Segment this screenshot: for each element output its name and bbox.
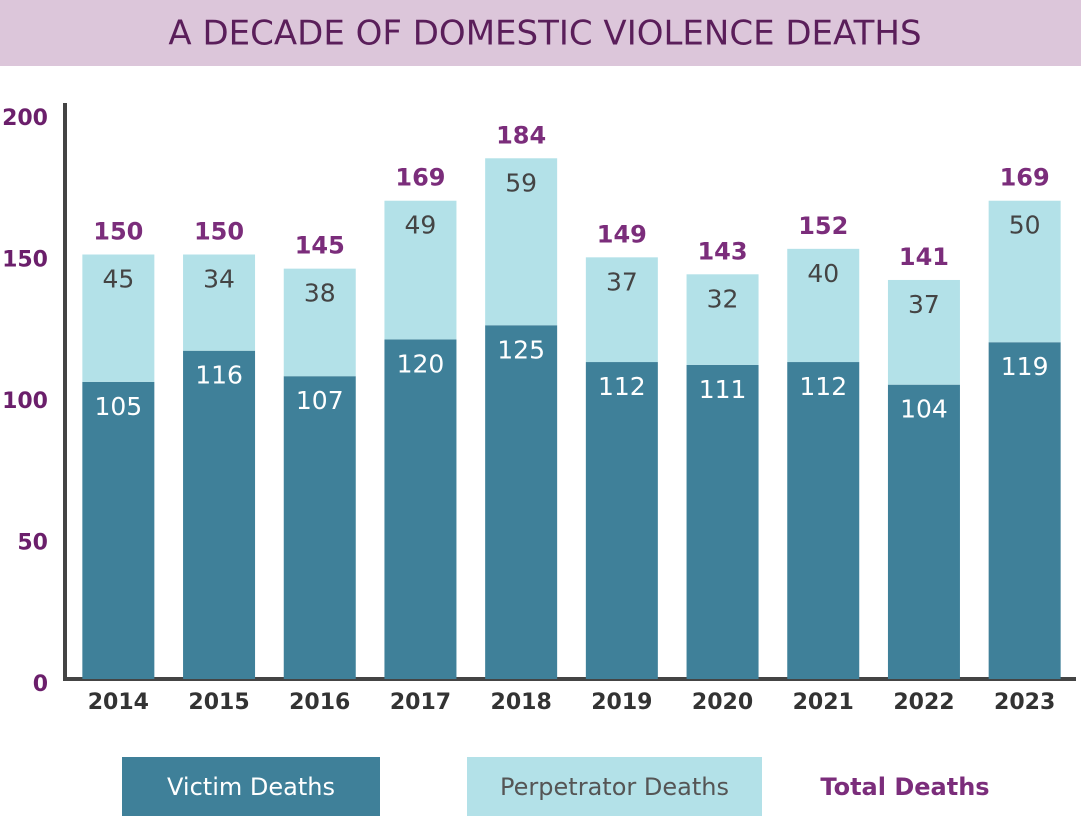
x-tick-label: 2023	[994, 690, 1055, 715]
total-label: 143	[697, 237, 747, 265]
x-tick-label: 2022	[893, 690, 954, 715]
y-tick-label: 100	[2, 389, 48, 414]
bar-segment	[384, 339, 457, 679]
value-label: 38	[304, 279, 336, 308]
bar-segment	[686, 364, 759, 679]
x-tick-label: 2014	[88, 690, 149, 715]
total-label: 169	[1000, 164, 1050, 192]
bar-segment	[887, 279, 960, 385]
total-label: 145	[295, 232, 345, 260]
value-label: 32	[707, 284, 739, 313]
bar-segment	[82, 381, 155, 679]
value-label: 112	[598, 372, 646, 401]
bar-segment	[988, 200, 1061, 343]
total-label: 152	[798, 212, 848, 240]
bar-segment	[887, 384, 960, 679]
total-label: 184	[496, 121, 546, 149]
value-label: 50	[1009, 211, 1041, 240]
x-tick-label: 2015	[188, 690, 249, 715]
total-label: 149	[597, 220, 647, 248]
value-label: 111	[699, 375, 747, 404]
bar-segment	[585, 362, 658, 679]
bar-segment	[82, 254, 155, 382]
y-tick-label: 150	[2, 248, 48, 273]
legend-label: Perpetrator Deaths	[500, 773, 729, 801]
bar-segment	[485, 325, 558, 679]
bar-segment	[787, 248, 860, 363]
legend-label: Total Deaths	[820, 773, 989, 801]
bar-segment	[183, 350, 256, 679]
x-tick-label: 2021	[793, 690, 854, 715]
bar-segment	[686, 274, 759, 365]
y-tick-label: 50	[17, 531, 48, 556]
value-label: 107	[296, 386, 344, 415]
bar-segment	[485, 158, 558, 326]
value-label: 34	[203, 265, 235, 294]
y-tick-label: 200	[2, 106, 48, 131]
value-label: 59	[505, 168, 537, 197]
value-label: 37	[606, 267, 638, 296]
value-label: 119	[1001, 352, 1049, 381]
legend-swatch	[467, 757, 762, 816]
x-tick-label: 2016	[289, 690, 350, 715]
chart-title: A DECADE OF DOMESTIC VIOLENCE DEATHS	[168, 14, 921, 54]
value-label: 49	[405, 211, 437, 240]
value-label: 104	[900, 395, 948, 424]
bar-segment	[183, 254, 256, 351]
bar-segment	[988, 342, 1061, 679]
bar-segment	[585, 257, 658, 363]
title-band	[0, 0, 1081, 66]
x-tick-label: 2018	[491, 690, 552, 715]
total-label: 141	[899, 243, 949, 271]
value-label: 45	[102, 265, 134, 294]
total-label: 150	[93, 218, 143, 246]
total-label: 169	[395, 164, 445, 192]
x-tick-label: 2019	[591, 690, 652, 715]
value-label: 120	[397, 349, 445, 378]
value-label: 125	[497, 335, 545, 364]
x-tick-label: 2017	[390, 690, 451, 715]
value-label: 105	[94, 392, 142, 421]
bar-segment	[787, 362, 860, 679]
bar-segment	[283, 268, 356, 377]
value-label: 37	[908, 290, 940, 319]
bar-segment	[283, 376, 356, 679]
legend-label: Victim Deaths	[167, 773, 335, 801]
bar-segment	[384, 200, 457, 340]
total-label: 150	[194, 218, 244, 246]
value-label: 112	[799, 372, 847, 401]
x-tick-label: 2020	[692, 690, 753, 715]
y-tick-label: 0	[33, 672, 48, 697]
value-label: 116	[195, 361, 243, 390]
legend-swatch	[122, 757, 380, 816]
value-label: 40	[807, 259, 839, 288]
